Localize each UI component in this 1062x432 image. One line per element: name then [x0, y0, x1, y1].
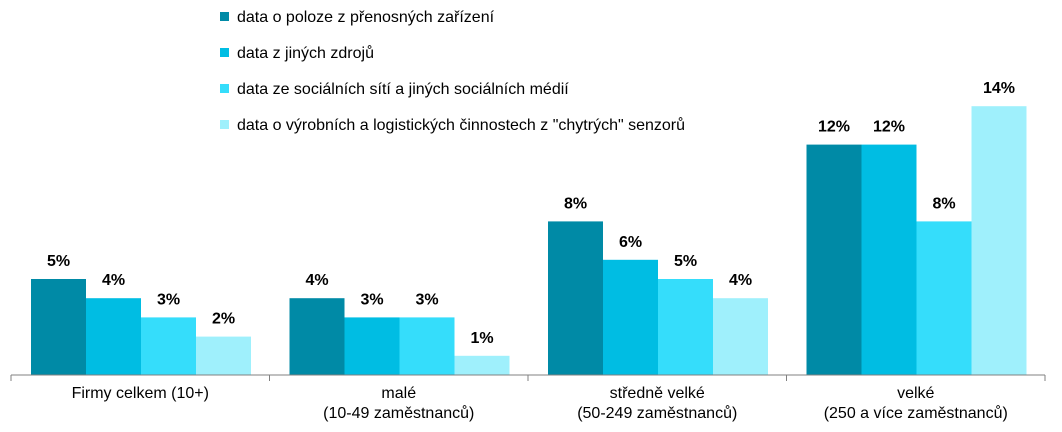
legend-label: data o výrobních a logistických činnoste… — [237, 116, 685, 134]
legend: data o poloze z přenosných zařízení data … — [220, 9, 685, 134]
data-label: 14% — [983, 80, 1015, 97]
x-tick-label: (10-49 zaměstnanců) — [323, 404, 474, 422]
legend-label: data z jiných zdrojů — [237, 44, 374, 62]
data-label: 8% — [932, 195, 955, 212]
legend-swatch — [220, 48, 229, 57]
bar — [289, 298, 345, 375]
x-tick-label: velké — [897, 385, 934, 402]
legend-swatch — [220, 84, 229, 93]
bar — [344, 317, 400, 375]
data-label: 3% — [360, 291, 383, 308]
data-label: 8% — [564, 195, 587, 212]
bar — [861, 144, 917, 375]
bar — [713, 298, 768, 375]
bar — [31, 279, 86, 375]
x-tick-label: (250 a více zaměstnanců) — [824, 404, 1008, 422]
legend-label: data o poloze z přenosných zařízení — [237, 9, 495, 26]
data-label: 1% — [470, 330, 493, 347]
data-label: 5% — [674, 253, 697, 270]
bar — [548, 221, 603, 375]
data-label: 3% — [157, 291, 180, 308]
bars — [31, 106, 1027, 375]
bar — [603, 259, 658, 375]
data-label: 4% — [102, 272, 125, 289]
data-label: 12% — [873, 119, 905, 136]
legend-label: data ze sociálních sítí a jiných sociáln… — [237, 81, 569, 98]
data-label: 12% — [818, 119, 850, 136]
x-tick-labels: Firmy celkem (10+) malé (10-49 zaměstnanců… — [72, 385, 1008, 422]
x-tick-label: Firmy celkem (10+) — [72, 385, 209, 402]
data-label: 4% — [305, 272, 328, 289]
bar — [454, 355, 510, 375]
bar — [196, 336, 251, 375]
bar — [86, 298, 141, 375]
x-tick-label: malé — [381, 385, 416, 402]
bar — [141, 317, 196, 375]
data-label: 3% — [415, 291, 438, 308]
bar — [971, 106, 1027, 375]
bar — [806, 144, 862, 375]
bar — [916, 221, 972, 375]
data-label: 5% — [47, 253, 70, 270]
x-tick-label: středně velké — [610, 385, 705, 402]
data-label: 2% — [212, 311, 235, 328]
x-axis — [10, 374, 1046, 381]
legend-swatch — [220, 12, 229, 21]
legend-swatch — [220, 120, 229, 129]
data-labels: 5% 4% 3% 2% 4% 3% 3% 1% 8% 6% 5% 4% 12% 12% 8% 14% — [47, 80, 1015, 347]
bar — [658, 279, 713, 375]
x-tick-label: (50-249 zaměstnanců) — [577, 404, 737, 422]
data-label: 6% — [619, 234, 642, 251]
bar — [399, 317, 455, 375]
data-label: 4% — [729, 272, 752, 289]
